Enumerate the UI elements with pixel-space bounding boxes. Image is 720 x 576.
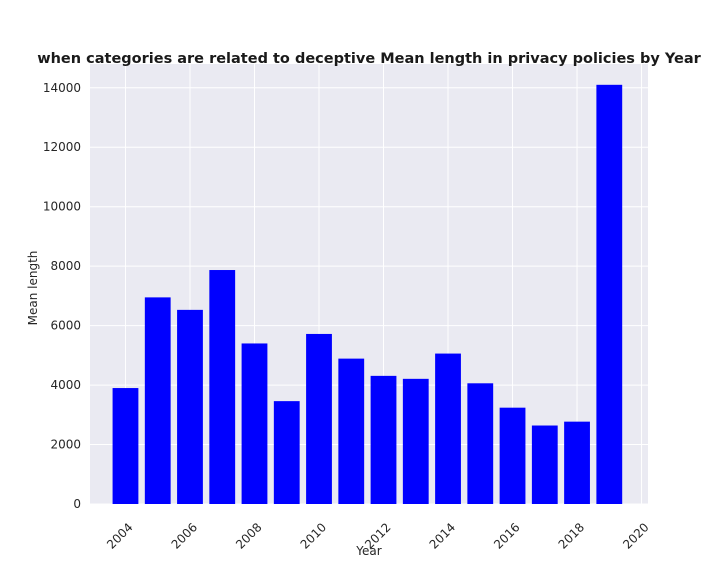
y-tick-label: 12000 bbox=[43, 140, 81, 154]
y-tick-label: 6000 bbox=[50, 319, 81, 333]
bar-2006 bbox=[177, 309, 203, 504]
y-axis-label: Mean length bbox=[26, 251, 40, 326]
x-tick-label: 2016 bbox=[491, 520, 522, 551]
bar-2004 bbox=[112, 388, 139, 504]
bar-2018 bbox=[564, 421, 590, 504]
bar-2014 bbox=[435, 353, 461, 504]
bar-2016 bbox=[499, 407, 526, 504]
bars bbox=[112, 84, 623, 504]
bar-2013 bbox=[402, 378, 429, 504]
x-axis-label: Year bbox=[355, 544, 381, 558]
bar-2019 bbox=[596, 84, 623, 504]
bar-2005 bbox=[144, 297, 171, 504]
bar-2010 bbox=[306, 333, 332, 504]
y-tick-label: 10000 bbox=[43, 200, 81, 214]
bar-2008 bbox=[241, 343, 268, 504]
y-axis-ticks: 0 2000 4000 6000 8000 10000 12000 14000 bbox=[43, 81, 81, 511]
x-tick-label: 2010 bbox=[298, 520, 329, 551]
bar-2012 bbox=[370, 375, 397, 504]
bar-2007 bbox=[209, 270, 236, 504]
bar-2011 bbox=[338, 358, 365, 504]
x-tick-label: 2014 bbox=[427, 520, 458, 551]
chart-title: when categories are related to deceptive… bbox=[37, 51, 701, 67]
y-tick-label: 4000 bbox=[50, 378, 81, 392]
bar-2015 bbox=[467, 383, 494, 504]
y-tick-label: 14000 bbox=[43, 81, 81, 95]
bar-2009 bbox=[273, 401, 300, 504]
bar-2017 bbox=[531, 425, 558, 504]
x-tick-label: 2020 bbox=[620, 520, 651, 551]
x-tick-label: 2004 bbox=[104, 520, 135, 551]
y-tick-label: 8000 bbox=[50, 259, 81, 273]
y-tick-label: 0 bbox=[73, 497, 81, 511]
x-tick-label: 2008 bbox=[233, 520, 264, 551]
x-tick-label: 2006 bbox=[169, 520, 200, 551]
x-tick-label: 2018 bbox=[556, 520, 587, 551]
y-tick-label: 2000 bbox=[50, 438, 81, 452]
